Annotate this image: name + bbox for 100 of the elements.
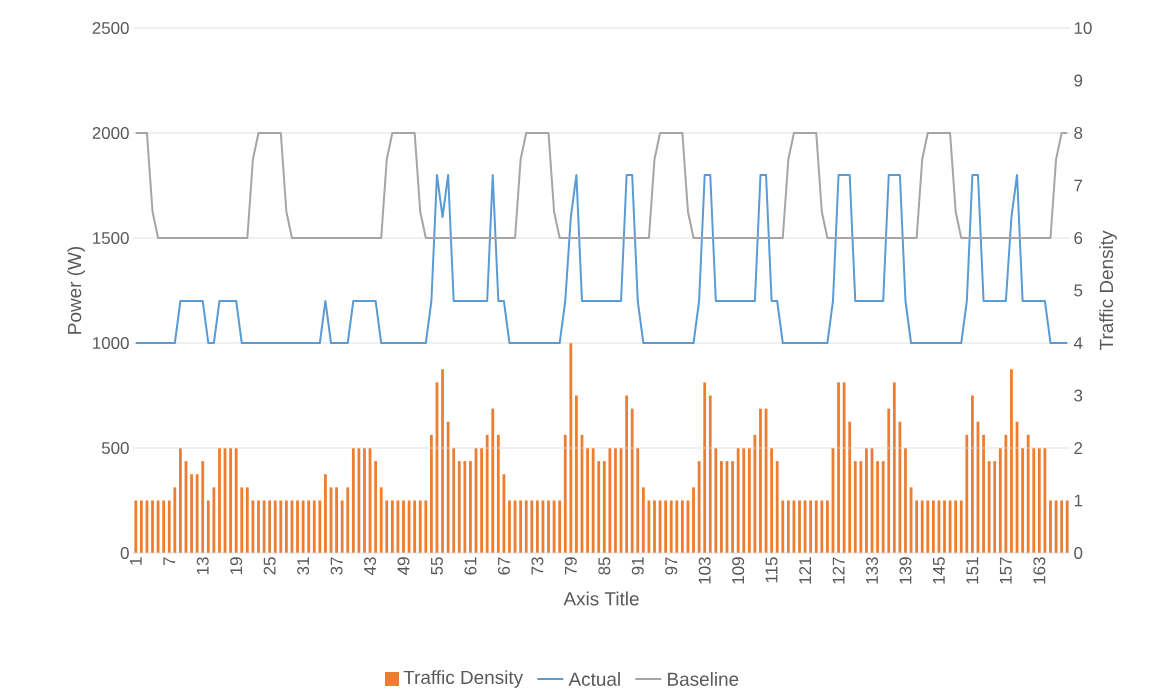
bar bbox=[625, 395, 628, 553]
y2-tick-label: 5 bbox=[1074, 284, 1083, 297]
bar bbox=[1021, 448, 1024, 553]
bar bbox=[351, 448, 355, 553]
bar bbox=[982, 434, 985, 553]
bar bbox=[218, 448, 221, 553]
bar bbox=[496, 434, 500, 553]
bar bbox=[597, 461, 601, 553]
x-tick-label: 157 bbox=[999, 557, 1012, 584]
bar bbox=[480, 448, 483, 553]
y-tick-label: 1500 bbox=[93, 232, 129, 244]
y-tick-label: 500 bbox=[101, 442, 129, 454]
y2-tick-label: 6 bbox=[1074, 232, 1083, 244]
bar bbox=[614, 448, 617, 553]
x-tick-label: 67 bbox=[497, 557, 510, 575]
x-tick-label: 13 bbox=[196, 557, 209, 575]
x-tick-label: 55 bbox=[431, 557, 443, 575]
bar bbox=[842, 382, 846, 553]
x-tick-label: 7 bbox=[163, 557, 176, 566]
x-tick-label: 73 bbox=[531, 557, 544, 575]
bar bbox=[273, 500, 277, 553]
bar bbox=[998, 448, 1002, 553]
bar bbox=[736, 448, 740, 553]
bar bbox=[641, 487, 645, 553]
bar bbox=[558, 500, 562, 553]
bar bbox=[1065, 500, 1069, 553]
bar bbox=[708, 395, 712, 553]
bar bbox=[363, 448, 366, 553]
bar bbox=[586, 448, 589, 553]
y2-tick-label: 9 bbox=[1074, 74, 1083, 87]
bar bbox=[786, 500, 790, 553]
bar bbox=[865, 448, 868, 553]
bar bbox=[1004, 434, 1008, 553]
bar bbox=[229, 448, 232, 553]
x-axis-title: Axis Title bbox=[563, 591, 639, 606]
bar bbox=[245, 487, 249, 553]
x-tick-label: 97 bbox=[665, 557, 678, 575]
bar bbox=[212, 487, 216, 553]
bar bbox=[1026, 434, 1030, 553]
bar bbox=[357, 448, 361, 553]
bar bbox=[965, 434, 969, 553]
bar bbox=[167, 500, 171, 553]
bar bbox=[798, 500, 801, 553]
bar bbox=[859, 461, 863, 553]
bar bbox=[720, 461, 723, 553]
bar bbox=[139, 500, 143, 553]
bar bbox=[848, 421, 852, 553]
bar bbox=[195, 474, 199, 553]
y2-tick-label: 8 bbox=[1074, 126, 1083, 139]
bar bbox=[759, 408, 762, 553]
bar bbox=[826, 500, 829, 553]
bar bbox=[892, 382, 896, 553]
bar bbox=[675, 500, 679, 553]
bar bbox=[346, 487, 350, 553]
bar bbox=[307, 500, 311, 553]
bar bbox=[697, 461, 701, 553]
bar bbox=[390, 500, 394, 553]
bar bbox=[441, 369, 444, 553]
bar bbox=[1032, 448, 1036, 553]
bar bbox=[190, 474, 193, 553]
bar bbox=[1060, 500, 1064, 553]
legend-label: Traffic Density bbox=[403, 670, 524, 688]
bar bbox=[151, 500, 154, 553]
bar bbox=[931, 500, 935, 553]
bar bbox=[775, 461, 779, 553]
bar bbox=[312, 500, 316, 553]
bar bbox=[971, 395, 974, 553]
bar bbox=[1049, 500, 1052, 553]
x-tick-label: 151 bbox=[966, 557, 979, 584]
bar bbox=[608, 448, 612, 553]
bar bbox=[385, 500, 389, 553]
x-tick-label: 145 bbox=[933, 557, 945, 584]
bar bbox=[279, 500, 283, 553]
bar bbox=[340, 500, 344, 553]
bar bbox=[814, 500, 818, 553]
x-tick-label: 115 bbox=[765, 557, 778, 583]
bar bbox=[993, 461, 997, 553]
bar bbox=[284, 500, 288, 553]
bar bbox=[714, 448, 718, 553]
y2-tick-label: 3 bbox=[1074, 389, 1083, 402]
bar bbox=[519, 500, 523, 553]
bar bbox=[134, 500, 138, 553]
x-tick-label: 43 bbox=[364, 557, 377, 575]
x-tick-label: 61 bbox=[464, 557, 477, 575]
bar bbox=[413, 500, 417, 553]
bar bbox=[602, 461, 606, 553]
bar bbox=[853, 461, 857, 553]
bar bbox=[943, 500, 946, 553]
bar bbox=[881, 461, 885, 553]
bar bbox=[1037, 448, 1041, 553]
bar bbox=[179, 448, 182, 553]
bar bbox=[569, 343, 573, 553]
y2-tick-label: 1 bbox=[1074, 494, 1083, 507]
bar bbox=[1010, 369, 1013, 553]
bar bbox=[379, 487, 383, 553]
bar bbox=[240, 487, 244, 553]
y2-tick-label: 0 bbox=[1074, 547, 1083, 559]
bar bbox=[162, 500, 166, 553]
x-tick-label: 31 bbox=[297, 557, 310, 575]
bar bbox=[915, 500, 919, 553]
